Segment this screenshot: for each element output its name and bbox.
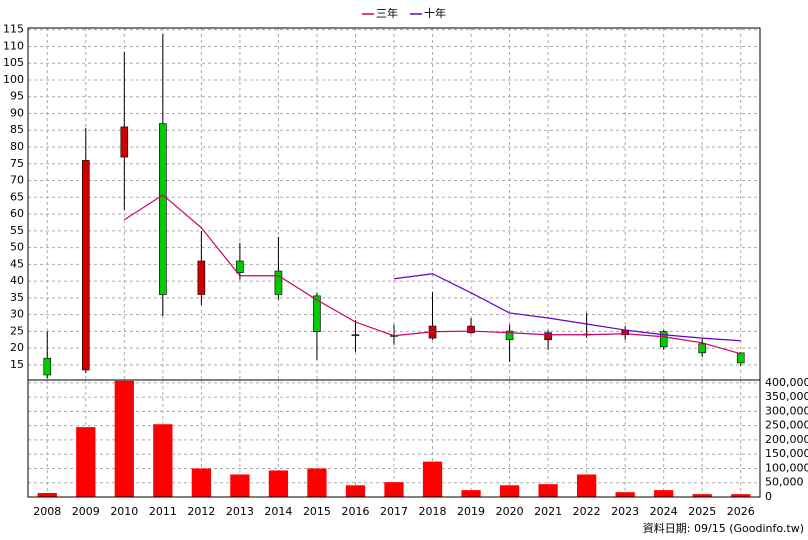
y-tick-label: 40 [10, 274, 24, 287]
candle-body [698, 343, 707, 354]
y2-tick-label: 150,000 [765, 447, 808, 460]
volume-bar [461, 490, 481, 497]
legend-label: 十年 [424, 6, 446, 20]
y2-tick-label: 300,000 [765, 404, 808, 417]
y2-tick-label: 350,000 [765, 390, 808, 403]
x-tick-label: 2010 [110, 505, 138, 518]
candle-body [351, 334, 360, 337]
volume-bar [422, 461, 443, 497]
legend-label: 三年 [376, 6, 398, 20]
candle-body [197, 260, 206, 295]
volume-bar [577, 474, 597, 497]
x-tick-label: 2011 [149, 505, 177, 518]
volume-bar [538, 484, 558, 497]
y-tick-label: 30 [10, 308, 24, 321]
y-tick-label: 85 [10, 123, 24, 136]
ma-line [393, 273, 741, 342]
y-tick-label: 95 [10, 90, 24, 103]
candle-body [236, 260, 244, 274]
volume-bar [268, 470, 289, 497]
candle-body [274, 270, 283, 295]
candle-body [505, 330, 514, 341]
volume-bar [692, 494, 712, 497]
volume-bar [230, 474, 250, 497]
footer-note: 資料日期: 09/15 (Goodinfo.tw) [643, 521, 804, 535]
y2-tick-label: 250,000 [765, 419, 808, 432]
candle-body [81, 160, 90, 371]
y-tick-label: 90 [10, 106, 24, 119]
x-tick-label: 2026 [727, 505, 755, 518]
x-tick-label: 2019 [457, 505, 485, 518]
candle-body [659, 331, 668, 348]
y2-tick-label: 400,000 [765, 376, 808, 389]
volume-bar [307, 468, 327, 497]
candle-body [736, 352, 745, 364]
y-tick-label: 50 [10, 241, 24, 254]
y2-tick-label: 100,000 [765, 461, 808, 474]
y-tick-label: 110 [3, 39, 24, 52]
volume-frame [27, 379, 761, 498]
x-tick-label: 2015 [303, 505, 331, 518]
x-tick-label: 2021 [534, 505, 562, 518]
x-tick-label: 2018 [419, 505, 447, 518]
volume-bar [191, 468, 211, 497]
x-tick-label: 2008 [33, 505, 61, 518]
x-tick-label: 2017 [380, 505, 408, 518]
x-tick-label: 2012 [187, 505, 215, 518]
y-tick-label: 55 [10, 224, 24, 237]
volume-bar [384, 482, 404, 497]
y-tick-label: 70 [10, 174, 24, 187]
volume-bar [615, 492, 635, 497]
x-tick-label: 2016 [341, 505, 369, 518]
ma-line [123, 194, 741, 355]
volume-bar [114, 380, 134, 497]
candle-body [43, 357, 52, 376]
volume-bar [654, 490, 674, 497]
volume-bar [731, 494, 751, 497]
volume-bar [345, 485, 366, 497]
y-tick-label: 75 [10, 157, 24, 170]
x-tick-label: 2022 [573, 505, 601, 518]
y-tick-label: 115 [3, 23, 24, 36]
y2-tick-label: 0 [765, 490, 772, 503]
x-tick-label: 2023 [611, 505, 639, 518]
x-tick-label: 2020 [496, 505, 524, 518]
y-tick-label: 15 [10, 358, 24, 371]
x-tick-label: 2013 [226, 505, 254, 518]
candle-body [120, 126, 129, 158]
y-tick-label: 25 [10, 324, 24, 337]
candle-body [159, 123, 167, 295]
y-tick-label: 80 [10, 140, 24, 153]
y-tick-label: 100 [3, 73, 24, 86]
candle-body [467, 325, 475, 334]
x-tick-label: 2024 [650, 505, 678, 518]
x-tick-label: 2014 [264, 505, 292, 518]
volume-bar [76, 427, 96, 497]
volume-bar [153, 424, 173, 497]
y-tick-label: 35 [10, 291, 24, 304]
candle-body [544, 332, 552, 341]
y2-tick-label: 50,000 [765, 476, 804, 489]
y-tick-label: 20 [10, 341, 24, 354]
y-tick-label: 60 [10, 207, 24, 220]
y-tick-label: 45 [10, 257, 24, 270]
candle-body [313, 295, 321, 333]
y2-tick-label: 200,000 [765, 433, 808, 446]
x-tick-label: 2009 [72, 505, 100, 518]
y-tick-label: 105 [3, 56, 24, 69]
y-tick-label: 65 [10, 190, 24, 203]
x-tick-label: 2025 [688, 505, 716, 518]
volume-bar [499, 485, 520, 497]
volume-bar [37, 493, 57, 497]
